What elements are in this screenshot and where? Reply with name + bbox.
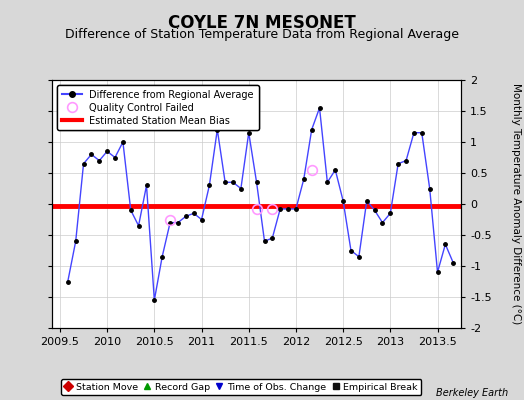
- Legend: Station Move, Record Gap, Time of Obs. Change, Empirical Break: Station Move, Record Gap, Time of Obs. C…: [61, 379, 421, 395]
- Y-axis label: Monthly Temperature Anomaly Difference (°C): Monthly Temperature Anomaly Difference (…: [511, 83, 521, 325]
- Text: Berkeley Earth: Berkeley Earth: [436, 388, 508, 398]
- Text: Difference of Station Temperature Data from Regional Average: Difference of Station Temperature Data f…: [65, 28, 459, 41]
- Text: COYLE 7N MESONET: COYLE 7N MESONET: [168, 14, 356, 32]
- Legend: Difference from Regional Average, Quality Control Failed, Estimated Station Mean: Difference from Regional Average, Qualit…: [57, 85, 259, 130]
